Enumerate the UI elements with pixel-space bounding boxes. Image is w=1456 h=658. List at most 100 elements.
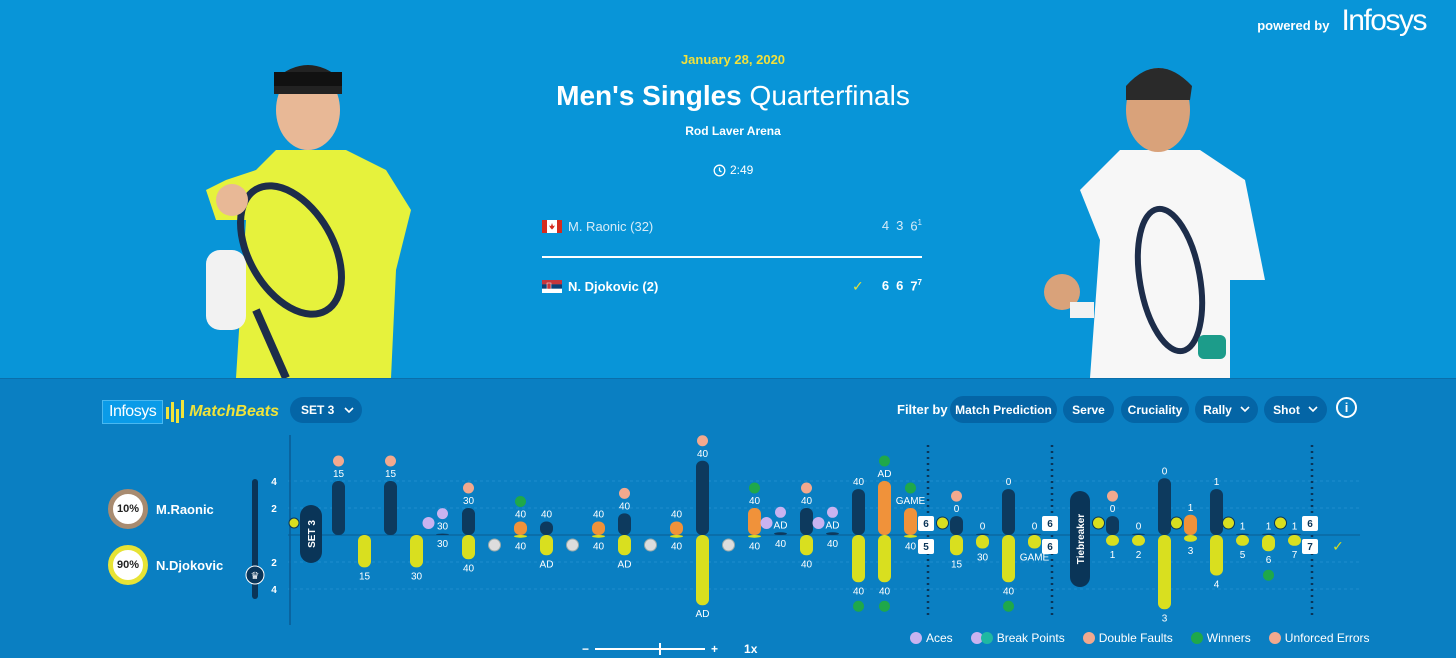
serve-ball-icon [288, 517, 300, 529]
point-score-djokovic: 40 [593, 542, 605, 553]
point-bar-raonic [670, 521, 683, 535]
point-score-djokovic: 15 [951, 559, 963, 570]
point-score-raonic: AD [826, 520, 840, 531]
point-bar-raonic [904, 508, 917, 535]
filter-label-text: Cruciality [1127, 402, 1183, 417]
point-bar-djokovic [696, 535, 709, 606]
point-bar-raonic [462, 508, 475, 535]
point-bar-djokovic [852, 535, 865, 583]
set-dropdown[interactable]: SET 3 [290, 397, 362, 423]
filter-label-text: Match Prediction [955, 402, 1052, 417]
point-bar-djokovic [800, 535, 813, 556]
zoom-out-button[interactable]: − [582, 642, 590, 656]
matchbeats-logo: Infosys MatchBeats [102, 399, 279, 425]
point-bar-raonic [1236, 533, 1249, 535]
point-bar-djokovic [950, 535, 963, 556]
point-bar-raonic [332, 481, 345, 535]
game-score-raonic: 6 [1047, 519, 1053, 530]
error-icon [801, 482, 812, 494]
zoom-slider-handle[interactable] [659, 643, 662, 655]
game-score-raonic: 6 [1307, 519, 1313, 530]
point-bar-raonic [1158, 478, 1171, 535]
filter-match-prediction[interactable]: Match Prediction [950, 396, 1057, 423]
point-bar-raonic [1262, 533, 1275, 535]
trophy-glyph: ♛ [251, 571, 260, 582]
point-score-djokovic: 30 [977, 553, 989, 564]
zoom-in-button[interactable]: + [711, 642, 719, 656]
game-score-chip [1042, 516, 1058, 531]
point-score-raonic: 40 [515, 510, 527, 521]
chevron-down-icon [344, 406, 354, 413]
ace-icon [437, 508, 448, 520]
legend-aces: Aces [910, 631, 953, 645]
error-icon [619, 487, 630, 499]
prediction-djokovic: 90% N.Djokovic [108, 545, 223, 585]
trophy-icon [245, 565, 265, 585]
tiebreak-score: 1 [917, 218, 922, 228]
point-bar-djokovic [748, 535, 761, 538]
winner-icon [749, 482, 760, 494]
serve-ball-icon [1092, 516, 1105, 530]
point-ball-icon [722, 538, 735, 552]
error-icon [463, 482, 474, 494]
point-bar-raonic [852, 489, 865, 535]
filter-serve[interactable]: Serve [1063, 396, 1114, 423]
serve-ball-icon [1170, 516, 1183, 530]
point-score-raonic: 40 [619, 501, 631, 512]
point-score-djokovic: 40 [1003, 586, 1015, 597]
point-bar-raonic [748, 508, 761, 535]
infosys-logo[interactable]: Infosys [1341, 4, 1427, 37]
match-venue: Rod Laver Arena [685, 124, 781, 138]
match-duration: 2:49 [713, 163, 753, 177]
point-bar-raonic [1184, 514, 1197, 535]
set-scores: 4 3 61 [882, 218, 922, 233]
point-bar-raonic [514, 521, 527, 535]
point-score-djokovic: AD [618, 559, 632, 570]
filter-shot[interactable]: Shot [1264, 396, 1327, 423]
point-score-djokovic: 40 [749, 542, 761, 553]
point-score-raonic: 0 [1136, 522, 1142, 533]
player-name[interactable]: N. Djokovic (2) [568, 278, 659, 294]
zoom-slider[interactable] [595, 643, 706, 655]
point-score-raonic: 0 [1006, 477, 1012, 488]
point-score-djokovic: 40 [801, 559, 813, 570]
break-point-marker-icon [760, 517, 773, 529]
point-score-djokovic: 40 [515, 542, 527, 553]
point-score-raonic: 0 [1110, 504, 1116, 515]
winner-icon [515, 496, 526, 507]
point-score-djokovic: 40 [905, 542, 917, 553]
filter-cruciality[interactable]: Cruciality [1121, 396, 1189, 423]
match-header: powered by Infosys January 28, 2020 Men'… [0, 0, 1456, 378]
error-icon [1107, 490, 1118, 502]
point-score-raonic: 15 [333, 469, 345, 480]
player-photo-raonic [206, 65, 411, 378]
filter-label-text: Rally [1203, 402, 1232, 417]
ace-marker-icon [422, 517, 435, 529]
point-ball-icon [566, 538, 579, 552]
game-score-chip [1302, 516, 1318, 531]
point-bar-djokovic [670, 535, 683, 538]
info-icon[interactable]: i [1336, 397, 1357, 418]
set-score: 6 [896, 278, 904, 294]
legend-break-points: Break Points [970, 631, 1065, 645]
match-date: January 28, 2020 [680, 52, 786, 67]
point-bar-raonic [592, 521, 605, 535]
filter-rally[interactable]: Rally [1195, 396, 1258, 423]
point-score-djokovic: 30 [437, 539, 449, 550]
game-score-djokovic: 5 [923, 542, 929, 553]
legend-label: Unforced Errors [1284, 631, 1370, 645]
set-label: SET 3 [307, 520, 318, 548]
point-score-djokovic: 6 [1266, 555, 1272, 566]
serve-ball-icon [1274, 516, 1287, 530]
chevron-down-icon [1240, 406, 1250, 413]
break-point-icon [970, 632, 983, 644]
player-name[interactable]: M. Raonic (32) [568, 218, 654, 234]
flag-canada-icon [542, 219, 562, 233]
point-score-raonic: 40 [749, 496, 761, 507]
prediction-player-name: N.Djokovic [156, 557, 224, 573]
filter-label-text: Serve [1072, 402, 1105, 417]
point-bar-raonic [826, 532, 839, 535]
serve-ball-icon [1222, 516, 1235, 530]
point-bar-raonic [976, 533, 989, 535]
point-bar-raonic [1288, 533, 1301, 535]
